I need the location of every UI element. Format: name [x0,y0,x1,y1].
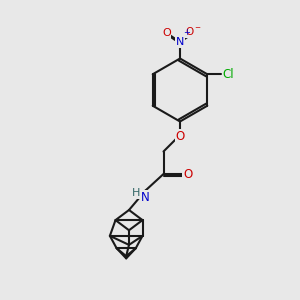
Text: H: H [132,188,141,199]
Text: O: O [162,28,171,38]
Text: O: O [176,130,184,143]
Text: Cl: Cl [223,68,234,81]
Text: N: N [176,37,184,47]
Text: O$^-$: O$^-$ [185,26,202,38]
Text: O: O [183,167,192,181]
Text: N: N [140,190,149,204]
Text: +: + [184,28,190,37]
